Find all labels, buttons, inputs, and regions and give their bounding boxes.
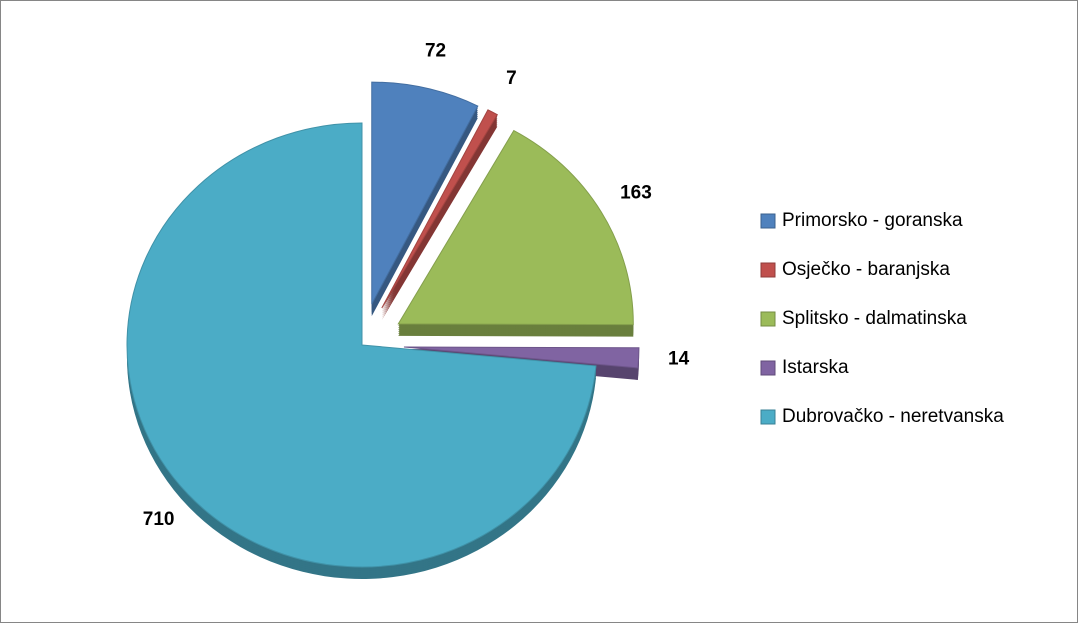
slice — [126, 122, 597, 568]
slice — [397, 129, 634, 326]
legend-swatch — [760, 213, 776, 229]
legend-swatch — [760, 360, 776, 376]
slice — [381, 109, 499, 309]
slice — [371, 81, 479, 305]
data-label: 14 — [668, 349, 690, 370]
legend-swatch — [760, 262, 776, 278]
legend-swatch — [760, 311, 776, 327]
legend-label: Splitsko - dalmatinska — [782, 308, 967, 329]
data-label: 710 — [143, 509, 175, 530]
legend-label: Dubrovačko - neretvanska — [782, 406, 1004, 427]
pie-slices — [126, 81, 640, 568]
slice — [403, 346, 640, 369]
data-label: 163 — [620, 182, 652, 203]
legend-label: Osječko - baranjska — [782, 259, 950, 280]
data-label: 72 — [425, 41, 446, 62]
data-label: 7 — [506, 68, 517, 89]
legend-label: Istarska — [782, 357, 849, 378]
legend-swatch — [760, 409, 776, 425]
legend-label: Primorsko - goranska — [782, 210, 963, 231]
